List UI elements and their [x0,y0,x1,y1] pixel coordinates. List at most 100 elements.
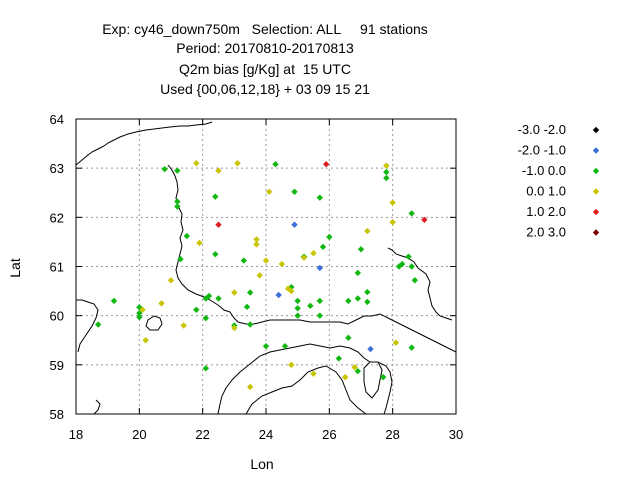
data-point-series-3 [193,160,200,167]
legend-entry-marker [592,229,600,236]
coastline-estonia [217,343,393,415]
legend-entry-label: -2.0 -1.0 [518,143,566,158]
legend-entry-label: 1.0 2.0 [526,204,566,219]
data-point-series-2 [294,305,301,312]
data-point-series-2 [316,297,324,305]
chart-title-line-4: Used {00,06,12,18} + 03 09 15 21 [160,81,370,97]
legend-entry-marker [592,147,600,154]
coastline-sweden-south [76,299,99,353]
data-point-series-2 [335,355,343,362]
data-point-series-3 [278,260,286,268]
coastline-russia-east [387,247,453,321]
data-point-series-2 [405,253,412,260]
data-point-series-2 [383,174,390,182]
x-tick-labels: 18 20 22 24 26 28 30 [69,427,463,442]
data-point-series-3 [288,287,295,295]
data-point-series-2 [212,251,219,258]
x-tick-label: 18 [69,427,83,442]
data-point-series-2 [212,193,219,200]
data-point-series-3 [392,339,400,346]
coastline-estonia-south [245,365,367,415]
tick-marks [75,118,457,415]
data-point-series-2 [177,255,184,263]
data-point-series-2 [136,313,143,321]
data-point-series-2 [94,321,102,328]
data-point-series-2 [395,263,403,270]
data-point-series-2 [345,297,352,305]
data-point-series-3 [300,254,308,261]
y-axis-label: Lat [7,258,23,278]
data-point-series-3 [262,257,270,264]
data-point-series-2 [202,314,210,322]
data-point-series-2 [174,203,181,210]
data-point-series-3 [215,167,222,174]
coastline-gotland-area [93,399,101,415]
data-point-series-3 [383,162,390,169]
data-point-series-2 [272,161,279,168]
x-tick-label: 22 [195,427,209,442]
data-point-series-2 [319,243,327,251]
x-tick-label: 20 [132,427,146,442]
data-point-series-2 [408,263,415,270]
y-tick-label: 62 [50,210,64,225]
data-point-series-4 [322,161,330,168]
legend-entry-marker [592,188,600,195]
data-point-series-3 [142,337,149,344]
data-point-series-3 [139,306,146,313]
data-point-series-3 [389,219,396,226]
legend-entry-marker [592,167,600,175]
data-point-series-2 [291,188,298,195]
x-tick-label: 26 [322,427,336,442]
data-point-series-2 [281,342,289,350]
legend: -3.0 -2.0 -2.0 -1.0 -1.0 0.0 0.0 1.0 1.0 2.0… [518,122,600,240]
data-point-series-2 [174,167,181,174]
chart-title-line-3: Q2m bias [g/Kg] at 15 UTC [179,61,351,77]
data-point-series-2 [357,246,365,253]
data-point-series-3 [389,199,396,206]
data-point-series-3 [196,239,203,247]
data-point-series-4 [215,221,222,228]
y-tick-label: 64 [50,112,64,127]
coastline-peipus-lake [363,361,383,399]
x-axis-label: Lon [250,456,273,472]
data-point-series-2 [354,269,362,277]
data-point-series-3 [310,250,317,257]
data-point-series-2 [345,334,352,341]
data-point-series-2 [174,198,181,205]
chart-title-line-1: Exp: cy46_down750m Selection: ALL 91 sta… [102,21,428,37]
legend-entry-marker [592,126,600,134]
data-point-series-2 [408,210,415,217]
data-point-series-2 [262,342,270,350]
data-point-series-2 [383,168,390,176]
y-tick-label: 58 [50,407,64,422]
data-points [94,160,428,391]
data-point-series-1 [316,264,324,272]
coastline-sweden-north [75,121,213,166]
x-tick-label: 30 [449,427,463,442]
coastline-aland [145,315,163,331]
data-point-series-2 [354,295,362,302]
data-point-series-3 [231,289,238,296]
y-tick-label: 63 [50,161,64,176]
data-point-series-3 [253,241,260,248]
legend-entry-label: 0.0 1.0 [526,184,566,199]
x-tick-label: 24 [259,427,273,442]
data-point-series-1 [275,291,282,299]
data-point-series-3 [256,272,263,279]
data-point-series-3 [351,364,358,371]
data-point-series-2 [193,306,200,313]
data-point-series-2 [316,312,324,319]
data-point-series-3 [265,188,273,195]
data-point-series-2 [364,288,371,296]
grid-lines [76,119,456,414]
data-point-series-3 [310,370,317,377]
data-point-series-3 [231,324,238,332]
coastline-map [75,121,457,415]
data-point-series-3 [288,361,295,369]
legend-entry-marker [592,208,600,216]
y-tick-label: 59 [50,358,64,373]
data-point-series-2 [243,303,251,311]
data-point-series-2 [183,232,191,240]
data-point-series-3 [253,236,260,243]
